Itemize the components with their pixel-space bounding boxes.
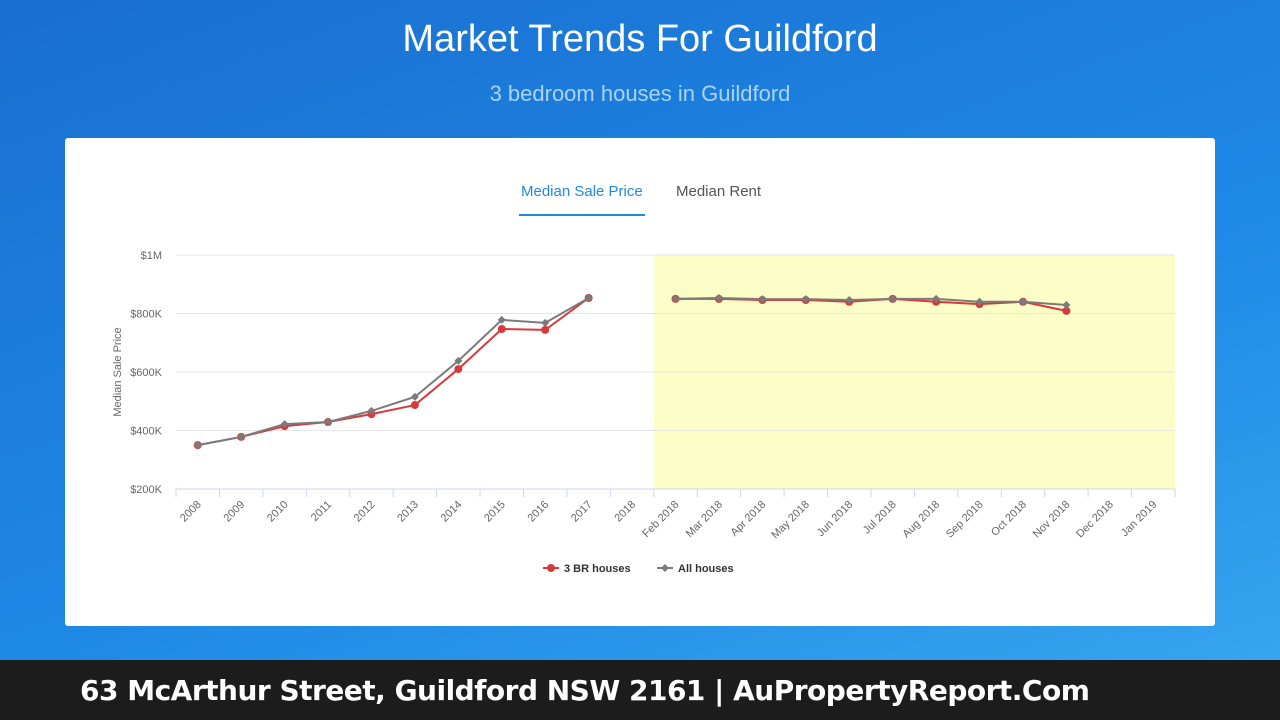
point [497, 315, 506, 324]
y-tick-label: $800K [130, 309, 162, 321]
point [932, 294, 941, 303]
tab[interactable]: Median Sale Price [519, 183, 645, 216]
y-tick-label: $200K [130, 484, 162, 496]
chart: $200K $400K $600K $800K $1M Median Sale Price… [112, 250, 1176, 575]
page-subtitle: 3 bedroom houses in Guildford [489, 81, 791, 106]
x-tick-label: Dec 2018 [1074, 499, 1116, 541]
x-tick-label: Mar 2018 [684, 499, 725, 540]
y-tick-label: $400K [130, 426, 162, 438]
point [1062, 301, 1071, 310]
x-tick-label: Apr 2018 [728, 499, 768, 539]
x-tick-label: Nov 2018 [1031, 499, 1073, 541]
x-tick-label: 2016 [526, 499, 552, 525]
point [280, 420, 289, 429]
point [193, 441, 202, 450]
legend-label: All houses [678, 563, 734, 575]
point [801, 295, 810, 304]
x-tick-label: Jul 2018 [861, 499, 899, 537]
x-tick-label: 2017 [569, 499, 595, 525]
point [541, 318, 550, 327]
point [324, 418, 333, 427]
y-tick-label: $600K [130, 367, 162, 379]
x-tick-label: 2008 [178, 499, 204, 525]
legend-symbol [661, 564, 669, 572]
footer-text: 63 McArthur Street, Guildford NSW 2161 |… [80, 674, 1090, 707]
x-tick-label: 2009 [221, 499, 247, 525]
x-tick-label: 2013 [395, 499, 421, 525]
legend-label: 3 BR houses [564, 563, 631, 575]
point [454, 365, 463, 374]
x-tick-label: Feb 2018 [640, 499, 681, 540]
legend-symbol [547, 564, 555, 572]
point [1062, 306, 1071, 315]
point [454, 356, 463, 365]
x-tick-label: 2010 [265, 499, 291, 525]
x-tick-label: 2018 [612, 499, 638, 525]
x-tick-label: Jun 2018 [815, 499, 855, 539]
footer-bar: 63 McArthur Street, Guildford NSW 2161 |… [0, 660, 1280, 720]
point [497, 325, 506, 334]
point [541, 325, 550, 334]
x-tick-label: Sep 2018 [944, 499, 986, 541]
y-axis-label: Median Sale Price [112, 327, 124, 416]
x-tick-label: May 2018 [769, 499, 812, 542]
x-tick-label: 2015 [482, 499, 508, 525]
point [367, 406, 376, 415]
point [410, 401, 419, 410]
x-tick-label: 2011 [309, 499, 334, 524]
x-tick-label: Jan 2019 [1119, 499, 1159, 539]
point [671, 294, 680, 303]
y-tick-label: $1M [141, 250, 162, 262]
point [845, 296, 854, 305]
point [1018, 297, 1027, 306]
page-title: Market Trends For Guildford [402, 18, 878, 60]
series-line [197, 296, 1067, 447]
point [714, 293, 723, 302]
tab[interactable]: Median Rent [676, 183, 762, 200]
point [758, 295, 767, 304]
point [410, 392, 419, 401]
point [888, 294, 897, 303]
x-tick-label: 2012 [352, 499, 378, 525]
point [237, 432, 246, 441]
point [584, 293, 593, 302]
x-tick-label: Aug 2018 [900, 499, 942, 541]
x-tick-label: Oct 2018 [989, 499, 1029, 539]
point [975, 297, 984, 306]
x-tick-label: 2014 [439, 499, 465, 525]
